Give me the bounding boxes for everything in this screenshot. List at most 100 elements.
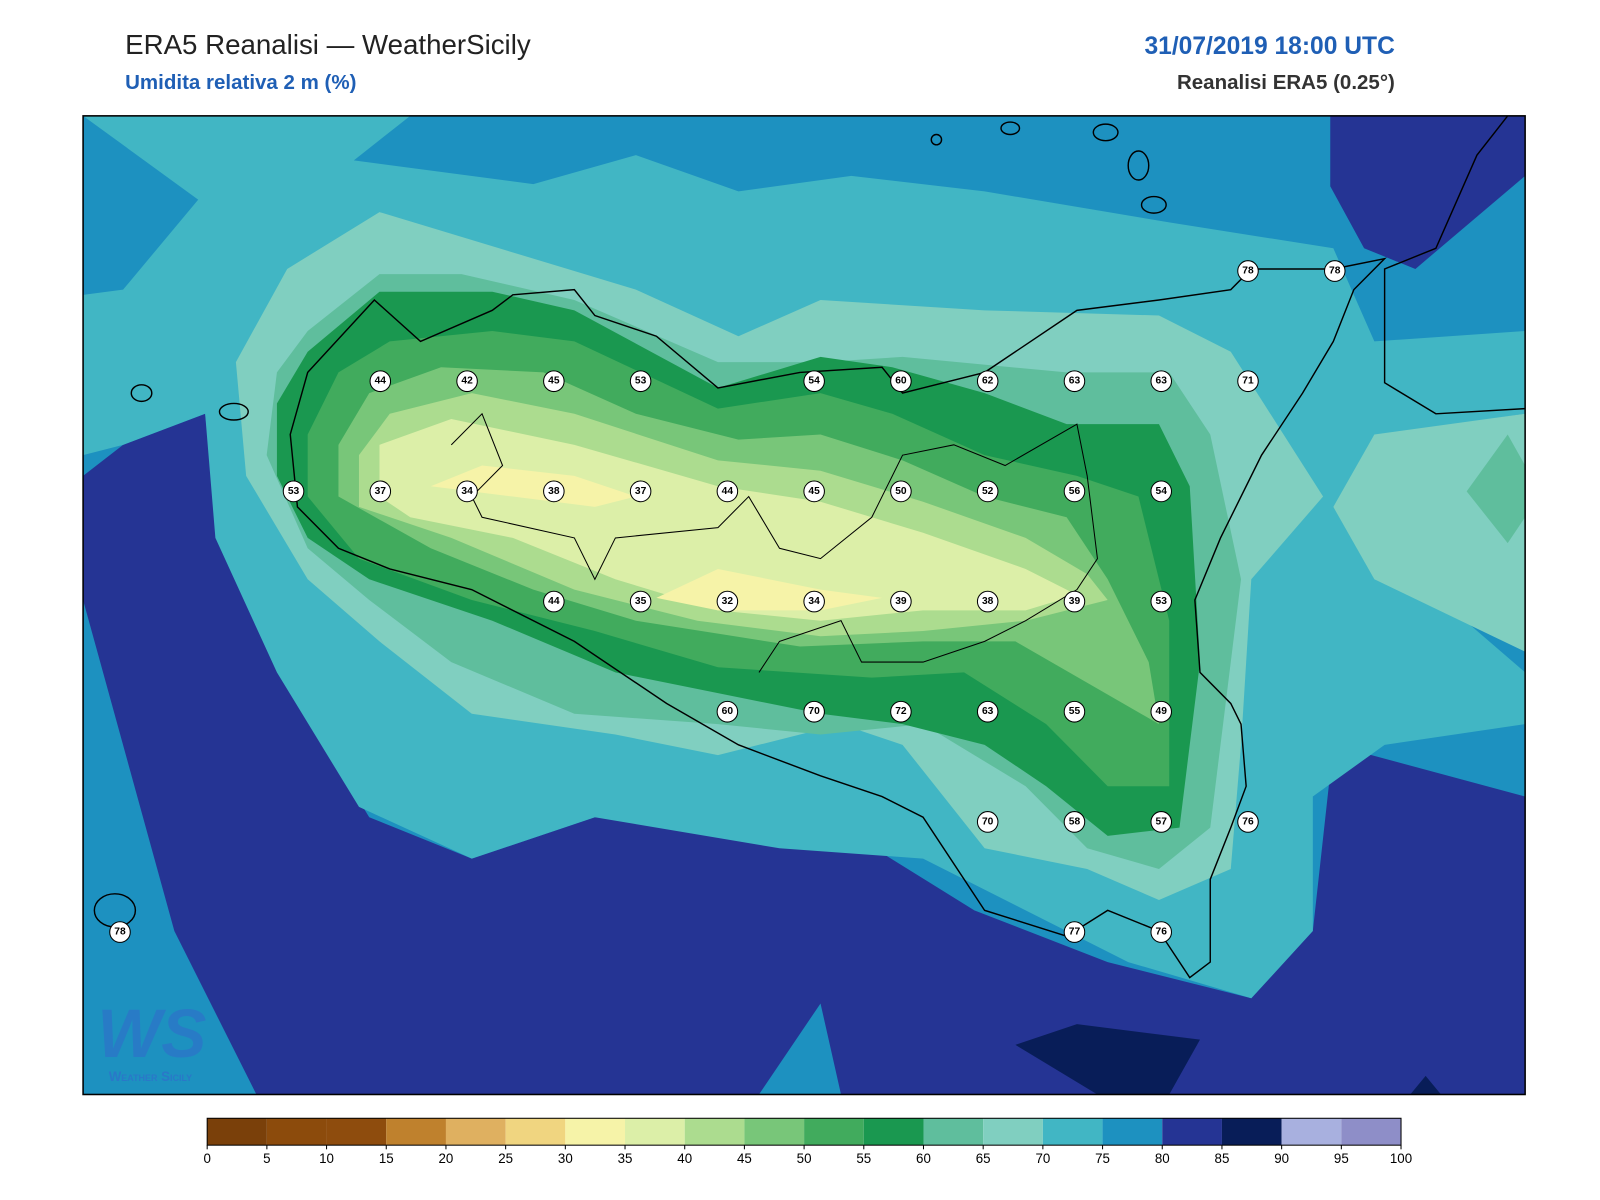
station-marker — [1324, 260, 1346, 282]
station-marker — [543, 370, 565, 393]
station-value: 44 — [548, 596, 560, 607]
station-value: 63 — [982, 706, 994, 717]
station-value: 77 — [1069, 927, 1081, 938]
station-value: 49 — [1156, 706, 1168, 717]
station-value: 62 — [982, 376, 994, 387]
logo-text: Weather Sicily — [109, 1069, 192, 1084]
station-value: 54 — [1156, 486, 1168, 497]
station-value: 71 — [1242, 376, 1254, 387]
station-value: 53 — [635, 376, 647, 387]
station-marker — [1150, 370, 1172, 393]
station-value: 70 — [808, 706, 820, 717]
station-marker — [1237, 811, 1259, 833]
station-marker — [890, 700, 912, 723]
colorbar-tick-label: 25 — [498, 1151, 513, 1166]
station-marker — [282, 480, 305, 503]
band — [83, 413, 1526, 1095]
band — [1410, 1075, 1442, 1095]
colorbar-tick-label: 55 — [856, 1151, 871, 1166]
station-value: 50 — [895, 486, 907, 497]
station-value: 78 — [114, 927, 126, 938]
colorbar-bin — [983, 1118, 1043, 1146]
colorbar-tick-label: 5 — [263, 1151, 270, 1166]
colorbar-bin — [505, 1118, 566, 1146]
station-value: 54 — [808, 376, 820, 387]
station-marker — [456, 370, 478, 393]
station-marker — [629, 370, 652, 393]
band — [1333, 413, 1526, 652]
station-value: 63 — [1069, 376, 1081, 387]
station-marker — [1150, 700, 1172, 723]
station-marker — [803, 480, 825, 503]
colorbar-bin — [207, 1118, 267, 1146]
title: ERA5 Reanalisi — WeatherSicily — [125, 29, 531, 60]
colorbar-tick-label: 95 — [1334, 1151, 1349, 1166]
band — [1466, 434, 1526, 544]
colorbar-bin — [445, 1118, 506, 1146]
humidity-field — [83, 115, 1526, 1095]
station-value: 34 — [461, 486, 473, 497]
colorbar-tick-label: 20 — [439, 1151, 454, 1166]
colorbar-bin — [326, 1118, 387, 1146]
colorbar-tick-label: 35 — [618, 1151, 633, 1166]
colorbar-bin — [1042, 1118, 1103, 1146]
datetime: 31/07/2019 18:00 UTC — [1144, 33, 1395, 60]
station-value: 63 — [1156, 376, 1168, 387]
station-marker — [1063, 700, 1086, 723]
station-value: 44 — [722, 486, 734, 497]
colorbar-bin — [266, 1118, 327, 1146]
station-value: 55 — [1069, 706, 1081, 717]
station-value: 39 — [1069, 596, 1081, 607]
station-marker — [629, 590, 652, 613]
station-marker — [369, 480, 392, 503]
station-value: 45 — [548, 376, 560, 387]
band — [1015, 1024, 1200, 1095]
station-marker — [716, 590, 739, 613]
band — [1330, 115, 1526, 269]
colorbar-bin — [1162, 1118, 1222, 1146]
station-marker — [976, 700, 999, 723]
station-marker — [716, 700, 739, 723]
station-value: 44 — [375, 376, 387, 387]
colorbar-tick-label: 100 — [1390, 1151, 1412, 1166]
station-value: 34 — [808, 596, 820, 607]
station-value: 39 — [895, 596, 907, 607]
source: Reanalisi ERA5 (0.25°) — [1177, 71, 1395, 94]
colorbar-bin — [923, 1118, 984, 1146]
colorbar-bin — [1281, 1118, 1342, 1146]
colorbar-bin — [1341, 1118, 1402, 1146]
colorbar: 0 5 10 15 20 25 30 35 40 45 50 55 60 65 70 75 80 85 90 95 10… — [203, 1117, 1412, 1166]
colorbar-tick-label: 85 — [1215, 1151, 1230, 1166]
station-marker — [456, 480, 478, 503]
colorbar-bin — [744, 1118, 805, 1146]
station-value: 42 — [461, 376, 473, 387]
station-value: 53 — [288, 486, 300, 497]
subtitle: Umidita relativa 2 m (%) — [125, 71, 356, 94]
station-marker — [803, 700, 825, 723]
station-marker — [890, 590, 912, 613]
colorbar-tick-label: 70 — [1035, 1151, 1050, 1166]
station-marker — [976, 590, 999, 613]
station-value: 70 — [982, 816, 994, 827]
colorbar-tick-label: 60 — [916, 1151, 931, 1166]
colorbar-bin — [1102, 1118, 1163, 1146]
colorbar-tick-label: 90 — [1274, 1151, 1289, 1166]
map-frame — [82, 115, 1526, 1096]
station-marker — [1150, 480, 1172, 503]
station-marker — [1063, 811, 1086, 833]
colorbar-bin — [804, 1118, 864, 1146]
station-value: 58 — [1069, 816, 1081, 827]
station-value: 52 — [982, 486, 994, 497]
colorbar-tick-label: 65 — [976, 1151, 991, 1166]
colorbar-tick-label: 30 — [558, 1151, 573, 1166]
station-marker — [890, 480, 912, 503]
logo-mark: WS — [97, 996, 206, 1072]
station-marker — [1063, 590, 1086, 613]
station-marker — [716, 480, 739, 503]
station-marker — [369, 370, 392, 393]
station-value: 78 — [1242, 266, 1254, 277]
station-value: 76 — [1156, 927, 1168, 938]
colorbar-tick-label: 40 — [677, 1151, 692, 1166]
